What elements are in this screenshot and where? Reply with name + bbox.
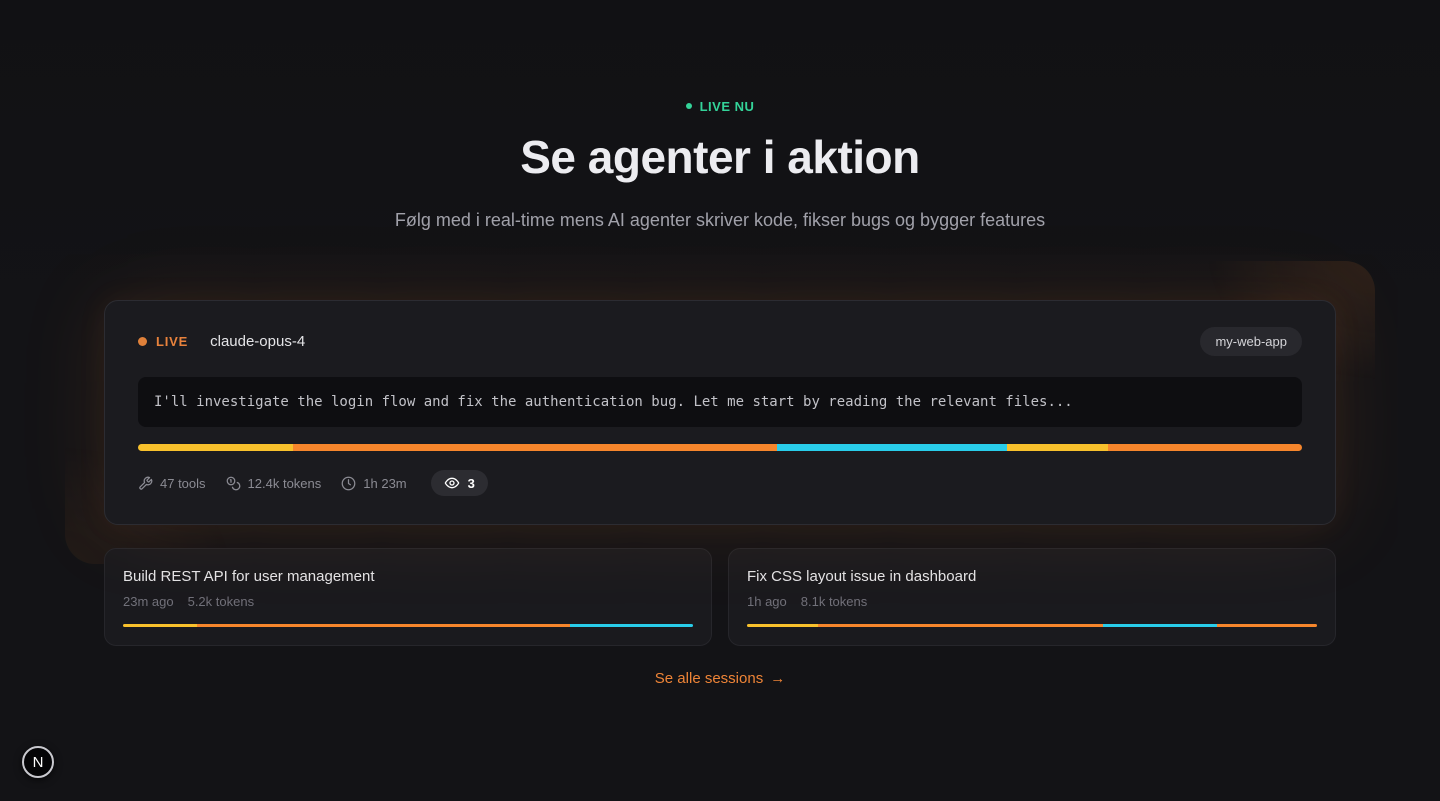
progress-segment (123, 624, 198, 627)
session-progress-bar (138, 444, 1302, 451)
progress-segment (292, 444, 778, 451)
see-all-row: Se alle sessions → (104, 670, 1336, 688)
logo-letter: N (32, 753, 44, 771)
agent-message-terminal: I'll investigate the login flow and fix … (138, 377, 1302, 427)
brand-logo[interactable]: N (22, 746, 54, 778)
session-card-css-fix[interactable]: Fix CSS layout issue in dashboard 1h ago… (728, 548, 1336, 646)
progress-segment (747, 624, 818, 627)
progress-segment (570, 624, 693, 627)
session-time: 23m ago (123, 594, 174, 609)
viewers-count: 3 (467, 475, 475, 491)
session-card-rest-api[interactable]: Build REST API for user management 23m a… (104, 548, 712, 646)
hero-section: LIVE NU Se agenter i aktion Følg med i r… (0, 0, 1440, 234)
tools-stat: 47 tools (138, 476, 206, 491)
live-status-label: LIVE (156, 334, 189, 349)
progress-segment (1107, 444, 1302, 451)
session-title: Build REST API for user management (123, 568, 375, 585)
clock-icon (341, 476, 356, 490)
progress-segment (777, 444, 1008, 451)
agent-message-text: I'll investigate the login flow and fix … (154, 394, 1073, 410)
progress-segment (1216, 624, 1317, 627)
session-tokens: 5.2k tokens (187, 594, 255, 609)
tokens-stat-label: 12.4k tokens (247, 475, 322, 491)
progress-segment (1007, 444, 1108, 451)
sessions-container: LIVE claude-opus-4 my-web-app I'll inves… (65, 261, 1375, 688)
progress-segment (817, 624, 1103, 627)
green-dot-icon (685, 103, 692, 109)
tokens-stat: 12.4k tokens (226, 475, 322, 491)
progress-segment (1102, 624, 1217, 627)
live-now-label: LIVE NU (699, 98, 755, 114)
tools-stat-label: 47 tools (160, 475, 206, 491)
session-time: 1h ago (747, 594, 787, 609)
see-all-label: Se alle sessions (654, 670, 764, 687)
session-progress-bar (123, 624, 693, 627)
duration-stat: 1h 23m (341, 475, 407, 491)
session-meta: 1h ago 8.1k tokens (747, 594, 1317, 609)
session-progress-bar (747, 624, 1317, 627)
live-status: LIVE (138, 334, 188, 349)
duration-stat-label: 1h 23m (363, 475, 407, 491)
live-dot-icon (138, 337, 147, 346)
eye-icon (444, 477, 459, 489)
live-now-badge: LIVE NU (685, 98, 755, 114)
project-badge[interactable]: my-web-app (1200, 327, 1302, 356)
recent-sessions-row: Build REST API for user management 23m a… (104, 548, 1336, 646)
progress-segment (138, 444, 293, 451)
progress-segment (197, 624, 571, 627)
session-title: Fix CSS layout issue in dashboard (747, 568, 977, 585)
session-meta: 23m ago 5.2k tokens (123, 594, 693, 609)
see-all-sessions-link[interactable]: Se alle sessions → (655, 670, 785, 687)
viewers-badge[interactable]: 3 (430, 470, 488, 496)
page-subtitle: Følg med i real-time mens AI agenter skr… (394, 210, 1046, 230)
wrench-icon (139, 476, 153, 490)
coins-icon (226, 476, 240, 490)
arrow-right-icon: → (770, 670, 786, 687)
session-stats-row: 47 tools 12.4k tokens 1h 23m 3 (138, 470, 1302, 496)
live-card-header: LIVE claude-opus-4 my-web-app (138, 327, 1302, 356)
session-tokens: 8.1k tokens (800, 594, 868, 609)
live-session-card[interactable]: LIVE claude-opus-4 my-web-app I'll inves… (65, 261, 1375, 564)
model-name: claude-opus-4 (210, 333, 306, 350)
page-title: Se agenter i aktion (520, 131, 920, 183)
